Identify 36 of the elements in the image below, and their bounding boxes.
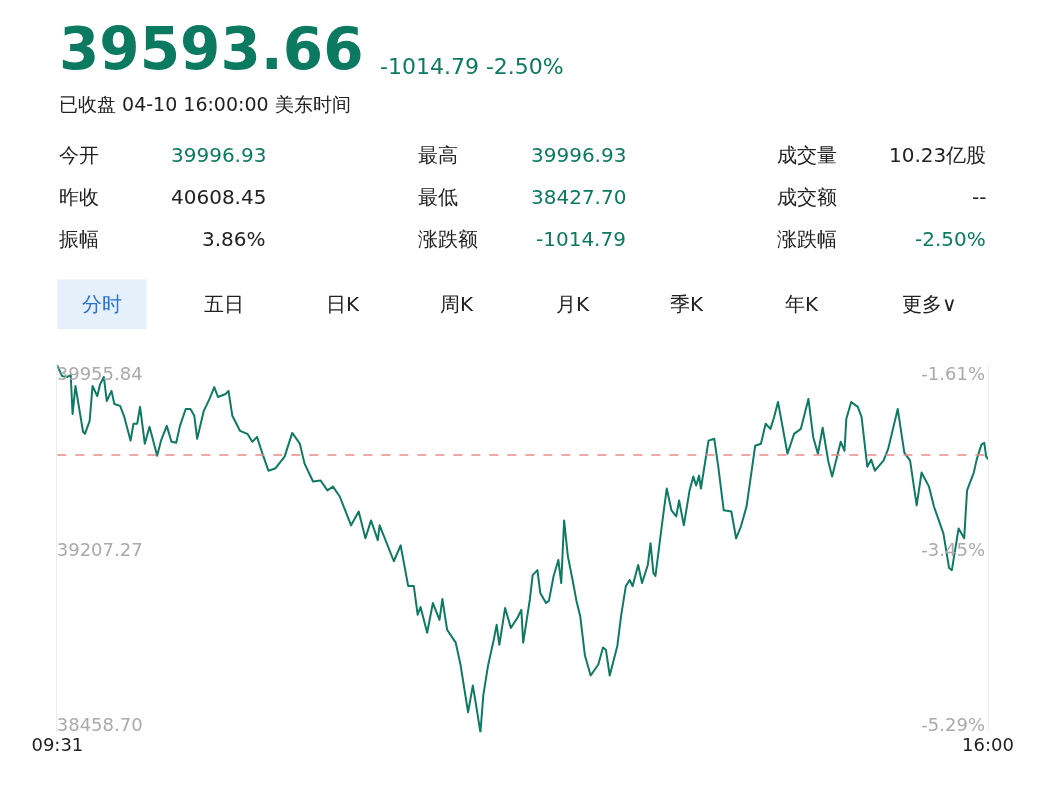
text: 39996.93 xyxy=(531,143,627,167)
text: 振幅 xyxy=(59,227,99,251)
text: 成交量 xyxy=(777,143,837,167)
text: 分时 xyxy=(82,292,122,316)
text: 最高 xyxy=(418,143,458,167)
text: 更多∨ xyxy=(902,292,957,316)
text: 已收盘 04-10 16:00:00 美东时间 xyxy=(59,93,351,115)
text: 年K xyxy=(785,292,819,316)
y2-tick-label: -5.29% xyxy=(921,713,986,735)
text: -- xyxy=(972,185,987,209)
text: 涨跌额 xyxy=(418,227,478,251)
text: 日K xyxy=(326,292,360,316)
text: 月K xyxy=(556,292,590,316)
text: 周K xyxy=(440,292,474,316)
line-series xyxy=(57,364,989,733)
text: -2.50% xyxy=(915,227,986,251)
text: 39996.93 xyxy=(171,143,267,167)
x-tick-label: 16:00 xyxy=(962,734,1014,756)
y-tick-label: 39207.27 xyxy=(56,538,143,560)
text: 最低 xyxy=(418,185,458,209)
y-tick-label: 38458.70 xyxy=(56,714,143,736)
text: 昨收 xyxy=(59,185,99,209)
text: -1014.79 xyxy=(536,227,626,251)
text: 成交额 xyxy=(777,185,837,209)
text: 季K xyxy=(670,292,704,316)
chart-title: 39593.66 xyxy=(59,15,364,83)
text: 3.86% xyxy=(202,227,266,251)
x-tick-label: 09:31 xyxy=(31,734,84,756)
text: 今开 xyxy=(59,143,99,167)
text: 五日 xyxy=(204,292,244,316)
text: 40608.45 xyxy=(171,185,267,209)
text: 涨跌幅 xyxy=(777,227,837,251)
text: 10.23亿股 xyxy=(889,143,987,167)
text: 38427.70 xyxy=(531,185,627,209)
y2-tick-label: -1.61% xyxy=(921,363,986,385)
chart-subtitle: -1014.79 -2.50% xyxy=(380,54,564,79)
